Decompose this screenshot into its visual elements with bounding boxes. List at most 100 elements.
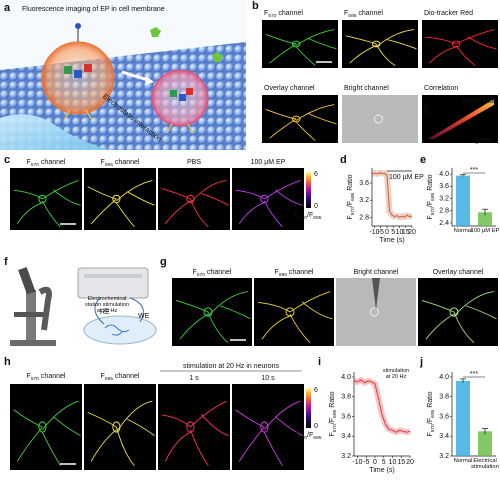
neurite bbox=[263, 431, 283, 466]
colorbar-label: F570/F695 bbox=[295, 212, 322, 221]
text-part: F bbox=[101, 373, 105, 380]
text-part: 570 bbox=[31, 376, 39, 382]
x-tick-label: 5 bbox=[391, 229, 395, 236]
text-part: 570 bbox=[299, 435, 307, 441]
neurite bbox=[87, 186, 117, 200]
neurite bbox=[42, 400, 79, 430]
text-part: /F bbox=[427, 418, 434, 424]
text-part: /F bbox=[347, 201, 354, 207]
electrode-label: RE bbox=[100, 309, 110, 316]
soma bbox=[291, 40, 301, 48]
panel-label: f bbox=[4, 256, 8, 268]
neurite bbox=[13, 189, 43, 200]
x-axis-label: Time (s) bbox=[369, 467, 394, 474]
neurite bbox=[455, 45, 476, 66]
image-label: F695 channel bbox=[344, 10, 383, 19]
soma bbox=[371, 40, 381, 48]
station-label-box: Electrochemical station stimulation at 2… bbox=[85, 296, 129, 314]
panel-label: e bbox=[420, 154, 426, 166]
neurite bbox=[115, 426, 135, 466]
time-label: 1 s bbox=[189, 375, 199, 382]
y-tick-label: 3.8 bbox=[341, 394, 351, 401]
text-part: F bbox=[101, 159, 105, 166]
text-part: 570 bbox=[197, 272, 205, 278]
neurite bbox=[465, 305, 497, 320]
neurite bbox=[116, 400, 153, 433]
neurite bbox=[345, 35, 377, 45]
y-tick-label: 3.2 bbox=[439, 453, 449, 460]
y-tick-label: 3.6 bbox=[439, 413, 449, 420]
panel-label: a bbox=[4, 2, 11, 14]
text-part: F bbox=[295, 212, 299, 219]
neurite bbox=[269, 118, 297, 139]
x-tick-label-box: Electrical stimulation bbox=[471, 458, 499, 470]
text-part: channel bbox=[287, 269, 314, 276]
neurite bbox=[41, 431, 61, 466]
text-part: 570 bbox=[268, 13, 276, 19]
soma bbox=[203, 307, 213, 317]
neurite bbox=[90, 429, 117, 462]
panel-label: d bbox=[340, 154, 347, 166]
soma bbox=[449, 307, 459, 317]
y-tick-label: 3.2 bbox=[439, 195, 449, 202]
text-part: /F bbox=[307, 432, 313, 439]
bar bbox=[477, 212, 493, 226]
image-label: Overlay channel bbox=[433, 269, 484, 276]
stimulation-setup bbox=[10, 267, 157, 346]
neurites bbox=[257, 291, 333, 343]
x-tick-label: -5 bbox=[363, 459, 369, 466]
neurite bbox=[200, 413, 229, 437]
panel-title: Fluorescence imaging of EP in cell membr… bbox=[22, 6, 165, 13]
neurite bbox=[265, 108, 297, 120]
neurite bbox=[264, 400, 301, 430]
neurite bbox=[175, 300, 209, 313]
neurite bbox=[219, 305, 251, 320]
neurite bbox=[41, 200, 61, 228]
neurite bbox=[425, 36, 457, 45]
text-part: F bbox=[27, 373, 31, 380]
x-tick-label-box: Normal bbox=[454, 458, 473, 464]
text-part: F bbox=[275, 269, 279, 276]
soma bbox=[260, 421, 269, 433]
colorbar bbox=[306, 172, 311, 208]
image-label: F570 channel bbox=[27, 373, 66, 382]
soma bbox=[112, 421, 121, 433]
neurite bbox=[52, 189, 81, 206]
text-part: channel bbox=[205, 269, 232, 276]
bar bbox=[477, 431, 493, 456]
y-axis-label: F570/F695 Ratio bbox=[427, 174, 436, 219]
line bbox=[353, 379, 411, 433]
y-axis-label: F570/F695 Ratio bbox=[427, 391, 436, 436]
neurite bbox=[307, 112, 337, 125]
text-part: 695 bbox=[348, 13, 356, 19]
y-tick-label: 3.6 bbox=[341, 413, 351, 420]
text-part: F bbox=[264, 10, 268, 17]
bar bbox=[455, 175, 471, 226]
text-part: 570 bbox=[350, 207, 356, 215]
image-label: 100 µM EP bbox=[251, 159, 286, 166]
y-tick-label: 4.0 bbox=[439, 374, 449, 381]
significance: *** bbox=[470, 167, 478, 174]
text-part: F bbox=[347, 215, 354, 219]
colorbar bbox=[306, 388, 311, 428]
y-axis-label: F570/F695 Ratio bbox=[329, 391, 338, 436]
x-tick-label: Normal bbox=[453, 228, 473, 234]
neurite bbox=[453, 311, 475, 343]
neurite bbox=[189, 198, 209, 228]
neurite bbox=[375, 29, 415, 48]
neurite bbox=[116, 179, 153, 202]
y-axis-label: F570/F695 Ratio bbox=[347, 174, 356, 219]
neurite bbox=[295, 121, 316, 141]
neurite bbox=[161, 188, 191, 200]
annotation: 100 µM EP bbox=[389, 174, 424, 181]
x-tick-label-box: 100 µM EP bbox=[471, 228, 500, 234]
panel-label: j bbox=[419, 356, 423, 368]
neurites bbox=[161, 179, 229, 228]
line bbox=[371, 172, 413, 218]
text-part: 695 bbox=[105, 376, 113, 382]
neurites bbox=[421, 291, 497, 343]
text-part: 570 bbox=[332, 424, 338, 432]
x-tick-label: 10 bbox=[396, 229, 404, 236]
significance: *** bbox=[470, 371, 478, 378]
x-tick-label: 5 bbox=[382, 459, 386, 466]
